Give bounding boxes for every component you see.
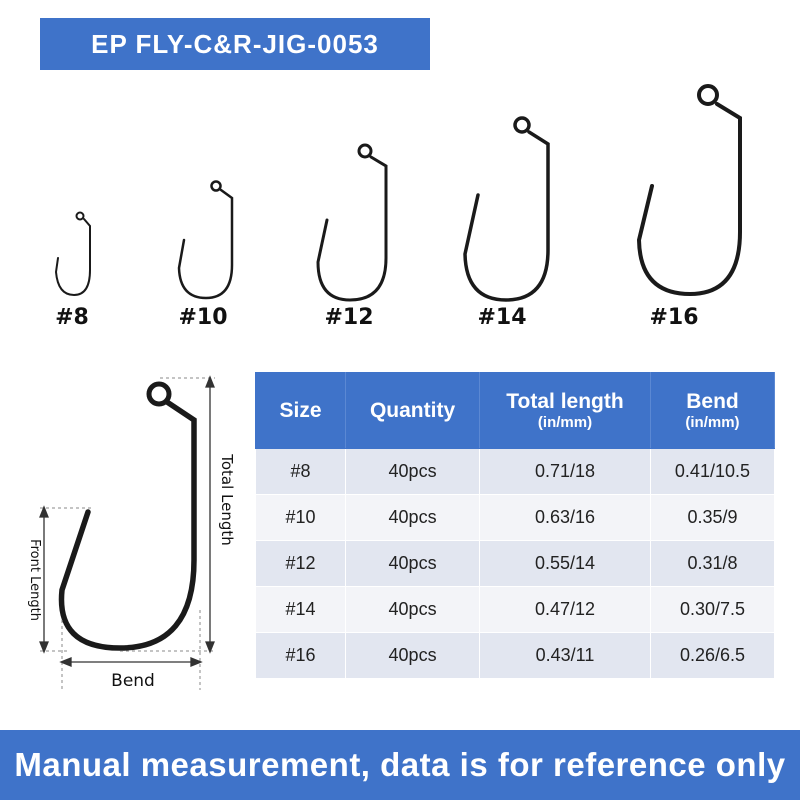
header-quantity: Quantity — [345, 372, 481, 449]
table-header-row: Size Quantity Total length (in/mm) Bend (i… — [254, 372, 776, 449]
diagram-hook — [58, 381, 197, 651]
cell-total-length: 0.43/11 — [479, 632, 651, 679]
hook-lineup — [54, 84, 742, 302]
table-row: #16 40pcs 0.43/11 0.26/6.5 — [254, 632, 776, 679]
table-row: #10 40pcs 0.63/16 0.35/9 — [254, 494, 776, 541]
header-bend-unit: (in/mm) — [685, 413, 740, 431]
cell-size: #16 — [254, 632, 347, 679]
total-length-label: Total Length — [218, 453, 236, 546]
size-label-10: #10 — [178, 305, 228, 330]
header-bend: Bend (in/mm) — [649, 372, 776, 449]
hook-image-8 — [54, 211, 91, 297]
cell-size: #14 — [254, 586, 347, 633]
cell-total-length: 0.71/18 — [479, 448, 651, 495]
footer-banner: Manual measurement, data is for referenc… — [0, 730, 800, 800]
measurement-diagram: Total Length Front Length Bend — [27, 375, 236, 691]
cell-quantity: 40pcs — [345, 494, 481, 541]
table-row: #8 40pcs 0.71/18 0.41/10.5 — [254, 448, 776, 495]
cell-bend: 0.26/6.5 — [649, 632, 776, 679]
bend-label: Bend — [111, 671, 155, 691]
table-row: #12 40pcs 0.55/14 0.31/8 — [254, 540, 776, 587]
footer-disclaimer: Manual measurement, data is for referenc… — [14, 746, 786, 783]
cell-total-length: 0.47/12 — [479, 586, 651, 633]
product-title: EP FLY-C&R-JIG-0053 — [91, 28, 379, 59]
size-label-14: #14 — [477, 305, 527, 330]
size-label-8: #8 — [55, 305, 89, 330]
front-length-label: Front Length — [27, 539, 42, 621]
cell-bend: 0.35/9 — [649, 494, 776, 541]
hook-image-10 — [177, 180, 234, 300]
cell-size: #10 — [254, 494, 347, 541]
table-row: #14 40pcs 0.47/12 0.30/7.5 — [254, 586, 776, 633]
cell-quantity: 40pcs — [345, 632, 481, 679]
size-label-12: #12 — [324, 305, 374, 330]
cell-total-length: 0.55/14 — [479, 540, 651, 587]
title-badge: EP FLY-C&R-JIG-0053 — [40, 18, 430, 70]
hook-image-14 — [463, 116, 550, 302]
cell-bend: 0.31/8 — [649, 540, 776, 587]
size-label-16: #16 — [649, 305, 699, 330]
cell-quantity: 40pcs — [345, 586, 481, 633]
cell-bend: 0.41/10.5 — [649, 448, 776, 495]
header-total-length: Total length (in/mm) — [479, 372, 651, 449]
hook-image-12 — [316, 143, 388, 302]
header-size: Size — [254, 372, 347, 449]
spec-table: Size Quantity Total length (in/mm) Bend (i… — [254, 372, 776, 679]
header-total-length-unit: (in/mm) — [537, 413, 593, 431]
cell-total-length: 0.63/16 — [479, 494, 651, 541]
cell-quantity: 40pcs — [345, 448, 481, 495]
hook-image-16 — [636, 84, 742, 297]
cell-size: #8 — [254, 448, 347, 495]
cell-quantity: 40pcs — [345, 540, 481, 587]
cell-size: #12 — [254, 540, 347, 587]
cell-bend: 0.30/7.5 — [649, 586, 776, 633]
